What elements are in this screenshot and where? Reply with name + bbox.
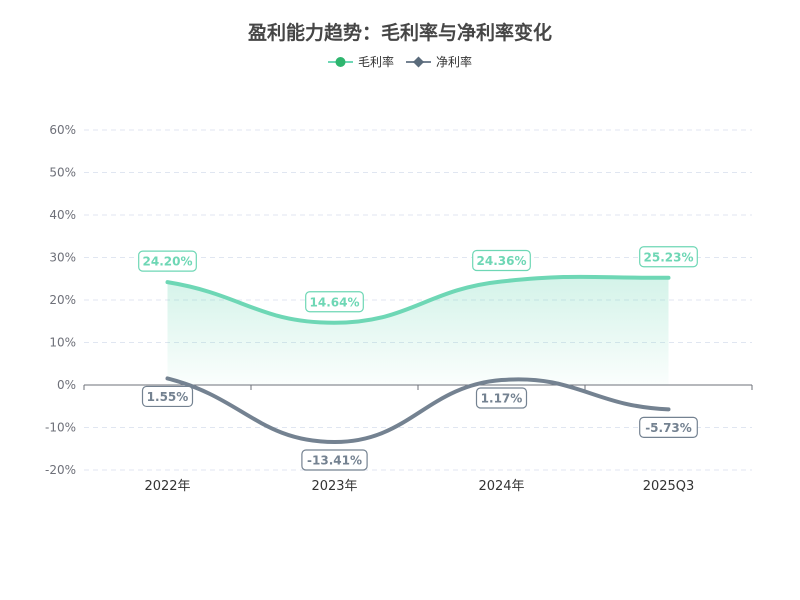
x-tick-label: 2024年 <box>478 479 524 494</box>
data-label-box <box>305 291 364 313</box>
data-label-box <box>141 385 194 408</box>
chart-title: 盈利能力趋势：毛利率与净利率变化 <box>247 22 552 44</box>
series-line <box>165 376 671 444</box>
y-tick-label: -20% <box>45 463 76 477</box>
data-label-box <box>472 249 531 272</box>
data-label-box <box>475 387 528 409</box>
y-tick-label: 50% <box>49 166 76 180</box>
legend: 毛利率 净利率 <box>0 53 800 70</box>
legend-item-net-margin[interactable]: 净利率 <box>406 53 472 70</box>
data-label: 24.36% <box>477 254 527 268</box>
area-fill <box>167 276 669 385</box>
data-label-box <box>301 449 368 471</box>
diamond-icon <box>406 56 431 67</box>
data-label: 14.64% <box>310 295 360 309</box>
y-tick-label: 10% <box>49 336 76 350</box>
legend-label: 净利率 <box>436 55 473 69</box>
data-label: 24.20% <box>143 255 193 269</box>
circle-icon <box>327 56 353 67</box>
y-tick-label: 30% <box>49 251 76 265</box>
y-tick-label: -10% <box>45 421 76 435</box>
x-tick-label: 2025Q3 <box>643 479 695 494</box>
x-tick-label: 2023年 <box>311 479 357 494</box>
y-tick-label: 60% <box>49 123 76 137</box>
data-label-box <box>639 246 698 268</box>
legend-label: 毛利率 <box>357 55 394 69</box>
data-label: 1.55% <box>147 390 189 404</box>
series-line <box>165 274 671 325</box>
data-label-box <box>639 416 698 438</box>
y-tick-label: 40% <box>49 208 76 222</box>
data-label: 1.17% <box>481 392 523 406</box>
y-tick-label: 20% <box>49 293 76 307</box>
legend-item-gross-margin[interactable]: 毛利率 <box>327 53 394 70</box>
data-label: -5.73% <box>645 421 692 435</box>
data-label-box <box>138 250 197 272</box>
data-label: -13.41% <box>307 453 362 467</box>
y-tick-label: 0% <box>57 378 76 392</box>
x-tick-label: 2022年 <box>144 479 190 494</box>
data-label: 25.23% <box>644 250 694 264</box>
